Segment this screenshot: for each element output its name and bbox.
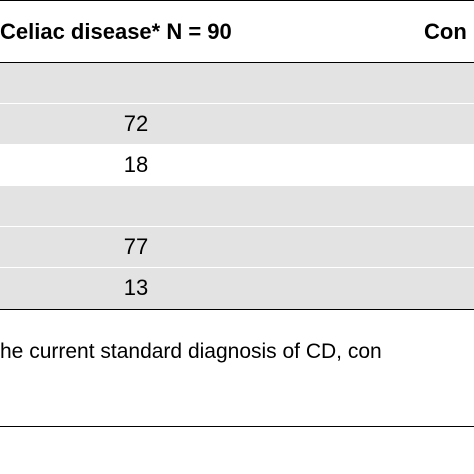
top-rule	[0, 0, 474, 1]
table-row	[0, 186, 474, 226]
table-header: Celiac disease* N = 90 Con	[0, 0, 474, 63]
table-row: 13	[0, 268, 474, 309]
table-row: 18	[0, 145, 474, 185]
page-bottom-rule	[0, 426, 474, 427]
footnote: he current standard diagnosis of CD, con	[0, 340, 382, 363]
column-header-celiac: Celiac disease* N = 90	[0, 19, 232, 44]
table-cell-value: 77	[123, 234, 149, 259]
column-header-control: Con	[424, 19, 467, 44]
table-cell-value: 72	[123, 111, 149, 136]
table-row: 72	[0, 104, 474, 144]
table-cell-value: 13	[123, 275, 149, 300]
table-row: 77	[0, 227, 474, 267]
header-rule	[0, 62, 474, 63]
table-bottom-rule	[0, 309, 474, 310]
table-cell-value: 18	[123, 152, 149, 177]
table-row	[0, 63, 474, 103]
